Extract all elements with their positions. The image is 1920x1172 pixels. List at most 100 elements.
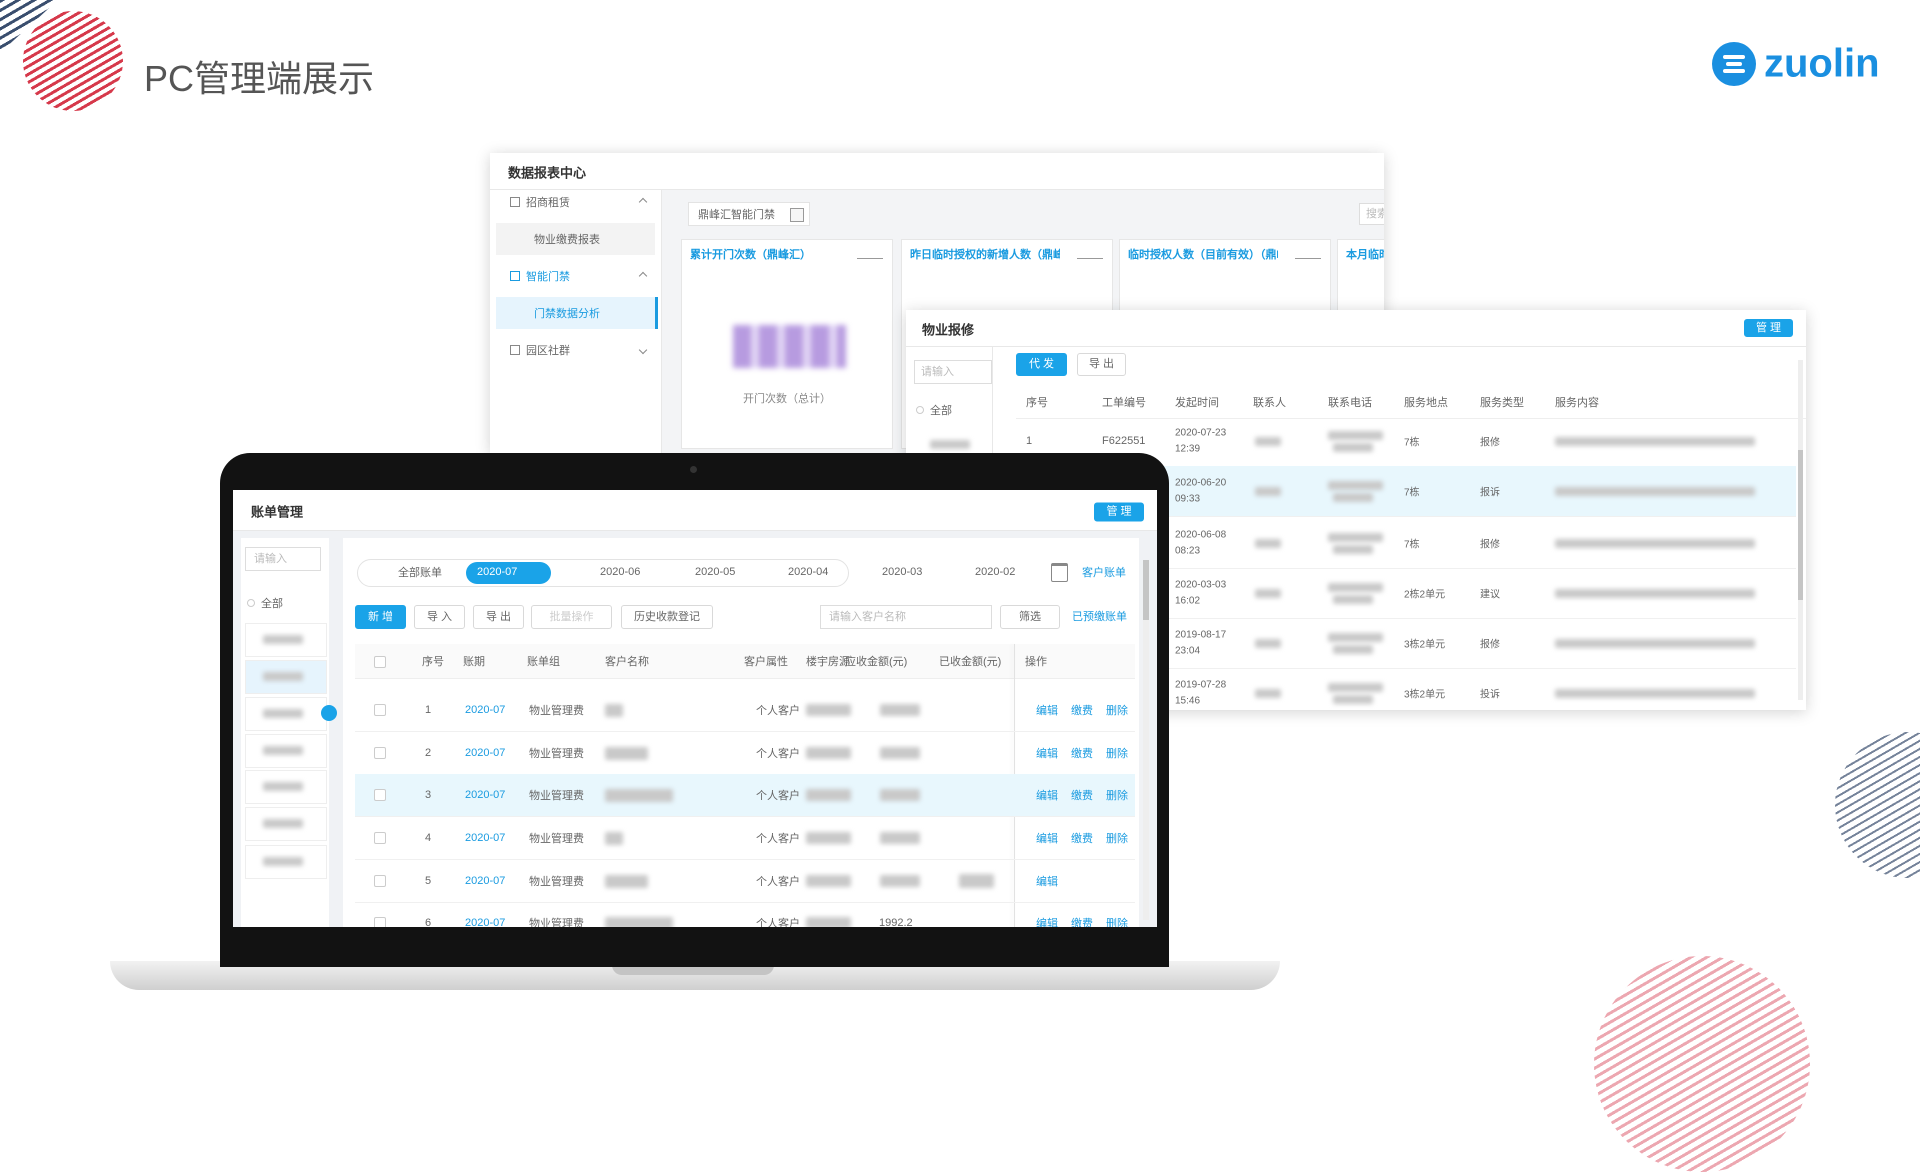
chk[interactable] — [374, 789, 386, 801]
scroll-thumb — [1798, 450, 1803, 600]
row-action[interactable]: 编辑 — [1036, 790, 1058, 802]
cell[interactable]: 2020-07 — [465, 789, 506, 801]
row-action[interactable]: 缴费 — [1071, 833, 1093, 845]
column-header: 服务类型 — [1480, 397, 1524, 409]
row-action[interactable]: 删除 — [1106, 833, 1128, 845]
search-box[interactable]: 搜索 — [1359, 203, 1384, 225]
column-header: 序号 — [1026, 397, 1048, 409]
period-tab[interactable]: 2020-02 — [975, 566, 1016, 578]
action-button[interactable]: 导 出 — [1077, 353, 1126, 376]
row-action[interactable]: 编辑 — [1036, 918, 1058, 927]
table-row[interactable] — [1016, 518, 1796, 569]
table-row[interactable] — [355, 860, 1135, 903]
cell: 09:33 — [1175, 493, 1201, 505]
row-action[interactable]: 删除 — [1106, 748, 1128, 760]
chk[interactable] — [374, 917, 386, 927]
period-tab[interactable]: 2020-06 — [600, 566, 641, 578]
prepaid-link[interactable]: 已预缴账单 — [1072, 611, 1127, 623]
cell[interactable]: 2020-07 — [465, 875, 506, 887]
period-tab[interactable]: 全部账单 — [398, 567, 442, 579]
manage-button[interactable]: 管 理 — [1094, 502, 1144, 522]
radio — [916, 406, 924, 414]
table-row[interactable] — [355, 774, 1135, 817]
blurred-text — [263, 781, 303, 791]
action-button[interactable]: 批量操作 — [531, 605, 612, 629]
chk[interactable] — [374, 875, 386, 887]
card-title: 昨日临时授权的新增人数（鼎峰汇 — [910, 249, 1060, 261]
cell: 7栋 — [1404, 487, 1420, 499]
chk[interactable] — [374, 747, 386, 759]
row-action[interactable]: 缴费 — [1071, 790, 1093, 802]
tab-label[interactable]: 鼎峰汇智能门禁 — [698, 209, 775, 221]
search-box[interactable]: 请输入 — [245, 547, 321, 571]
cell: 1 — [1026, 435, 1033, 447]
action-button[interactable]: 新 增 — [355, 605, 406, 629]
sidebar-item[interactable] — [245, 623, 327, 657]
action-button[interactable]: 导 出 — [473, 605, 524, 629]
row-action[interactable]: 编辑 — [1036, 833, 1058, 845]
sidebar-item[interactable] — [245, 807, 327, 841]
column-header: 账单组 — [527, 656, 560, 668]
blurred-text — [1555, 486, 1755, 496]
row-action[interactable]: 缴费 — [1071, 918, 1093, 927]
column-header: 客户属性 — [744, 656, 788, 668]
manage-button[interactable]: 管 理 — [1744, 319, 1793, 337]
search-box[interactable]: 请输入 — [914, 360, 992, 384]
row-action[interactable]: 缴费 — [1071, 705, 1093, 717]
cell: 报修 — [1480, 539, 1500, 551]
filter-item[interactable]: 全部 — [261, 598, 283, 610]
table-header — [355, 644, 1135, 679]
menu-item[interactable] — [496, 223, 655, 255]
column-header: 客户名称 — [605, 656, 649, 668]
menu-group[interactable]: 智能门禁 — [526, 271, 570, 283]
cell: 16:02 — [1175, 595, 1201, 607]
period-tab[interactable]: 2020-04 — [788, 566, 829, 578]
sidebar-item[interactable] — [245, 770, 327, 804]
cell[interactable]: 2020-07 — [465, 917, 506, 927]
row-action[interactable]: 删除 — [1106, 918, 1128, 927]
action-button[interactable]: 历史收款登记 — [621, 605, 713, 629]
row-action[interactable]: 编辑 — [1036, 748, 1058, 760]
customer-search[interactable]: 请输入客户名称 — [820, 605, 992, 629]
chk[interactable] — [374, 656, 386, 668]
sidebar-item[interactable] — [245, 734, 327, 768]
customer-bill-link[interactable]: 客户账单 — [1082, 567, 1126, 579]
filter-item[interactable]: 全部 — [930, 405, 952, 417]
row-action[interactable]: 删除 — [1106, 790, 1128, 802]
period-tab[interactable]: 2020-05 — [695, 566, 736, 578]
row-action[interactable]: 删除 — [1106, 705, 1128, 717]
table-row[interactable] — [1016, 618, 1796, 669]
table-row[interactable] — [355, 689, 1135, 732]
blurred-text — [959, 874, 994, 888]
calendar-icon[interactable] — [1051, 563, 1068, 582]
cell: 物业管理费 — [529, 748, 584, 760]
column-header: 账期 — [463, 656, 485, 668]
cell[interactable]: 2020-07 — [465, 704, 506, 716]
chk[interactable] — [374, 832, 386, 844]
cell[interactable]: 2020-07 — [465, 832, 506, 844]
menu-group[interactable]: 园区社群 — [526, 345, 570, 357]
row-action[interactable]: 缴费 — [1071, 748, 1093, 760]
action-button[interactable]: 代 发 — [1016, 353, 1067, 376]
menu-group[interactable]: 招商租赁 — [526, 197, 570, 209]
action-button[interactable]: 导 入 — [414, 605, 465, 629]
table-row[interactable] — [1016, 568, 1796, 619]
cell: 3 — [425, 789, 432, 801]
filter-button[interactable]: 筛选 — [1000, 605, 1060, 629]
row-action[interactable]: 编辑 — [1036, 876, 1058, 888]
table-row[interactable] — [355, 817, 1135, 860]
menu-item-label: 物业缴费报表 — [534, 234, 600, 246]
cell[interactable]: 2020-07 — [465, 747, 506, 759]
cell: 报诉 — [1480, 487, 1500, 499]
row-action[interactable]: 编辑 — [1036, 705, 1058, 717]
period-tab[interactable]: 2020-07 — [477, 566, 518, 578]
collapse-button[interactable] — [321, 705, 337, 721]
blurred-text — [1328, 682, 1383, 692]
period-tab[interactable]: 2020-03 — [882, 566, 923, 578]
sidebar-item[interactable] — [245, 845, 327, 879]
blurred-text — [806, 704, 851, 716]
cell: 投诉 — [1480, 689, 1500, 701]
chk[interactable] — [374, 704, 386, 716]
menu-item[interactable] — [496, 297, 658, 329]
card-icons — [1077, 249, 1103, 259]
